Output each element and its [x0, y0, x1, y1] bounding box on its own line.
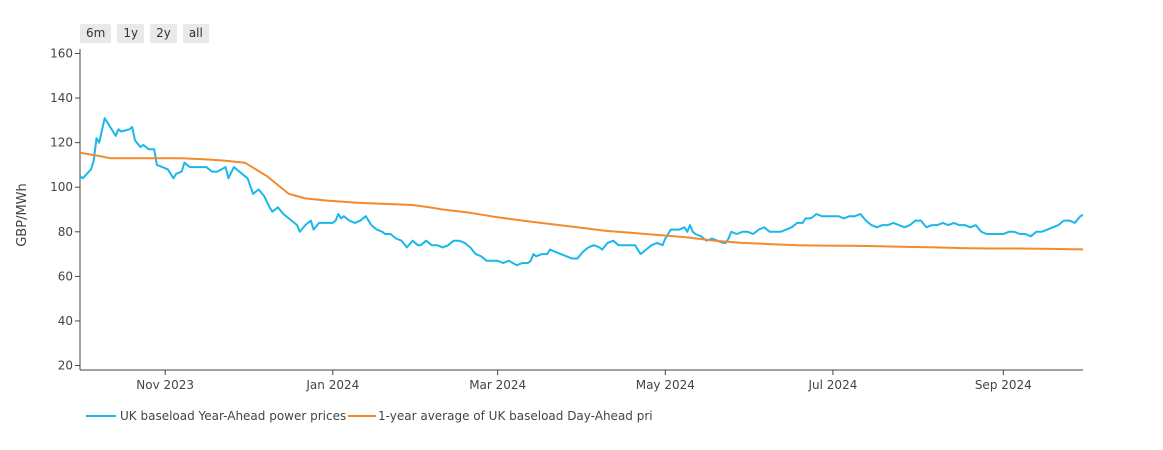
x-tick-label: Jul 2024	[808, 378, 858, 392]
y-axis-label: GBP/MWh	[15, 183, 30, 247]
legend: UK baseload Year-Ahead power prices 1-ye…	[86, 409, 653, 423]
legend-label-day-ahead-average[interactable]: 1-year average of UK baseload Day-Ahead …	[378, 409, 653, 423]
y-tick-label: 80	[58, 225, 73, 239]
y-tick-label: 40	[58, 314, 73, 328]
range-selector: 6m 1y 2y all	[80, 24, 209, 43]
y-tick-label: 140	[50, 91, 73, 105]
y-tick-label: 60	[58, 269, 73, 283]
range-button-2y[interactable]: 2y	[150, 24, 177, 43]
y-tick-label: 120	[50, 136, 73, 150]
x-tick-label: Mar 2024	[469, 378, 526, 392]
y-tick-label: 100	[50, 180, 73, 194]
y-tick-label: 160	[50, 46, 73, 60]
legend-label-year-ahead[interactable]: UK baseload Year-Ahead power prices	[120, 409, 346, 423]
series-line-year-ahead	[80, 117, 1083, 267]
y-tick-label: 20	[58, 359, 73, 373]
range-button-1y[interactable]: 1y	[117, 24, 145, 43]
range-button-all[interactable]: all	[182, 24, 209, 43]
x-tick-label: Nov 2023	[136, 378, 194, 392]
range-button-6m[interactable]: 6m	[80, 24, 112, 43]
x-tick-label: Sep 2024	[975, 378, 1032, 392]
series-layer	[80, 117, 1083, 267]
x-axis: Nov 2023 Jan 2024 Mar 2024 May 2024 Jul 2024…	[80, 369, 1083, 392]
series-line-day-ahead-average	[80, 151, 1083, 251]
x-tick-label: May 2024	[636, 378, 695, 392]
y-axis: 20 40 60 80 100 120 140 160	[50, 46, 81, 373]
x-tick-label: Jan 2024	[305, 378, 359, 392]
